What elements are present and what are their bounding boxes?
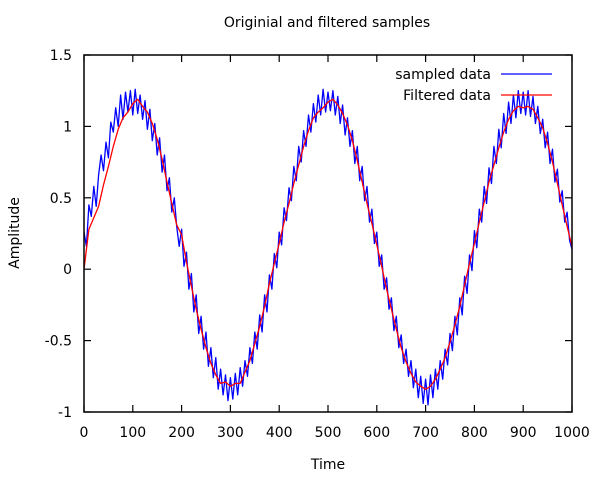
x-tick-label: 200 (168, 425, 195, 441)
y-tick-label: 0 (63, 262, 72, 278)
y-tick-label: 1.5 (50, 48, 72, 64)
legend-label-filtered: Filtered data (403, 88, 491, 104)
x-tick-label: 400 (266, 425, 293, 441)
x-tick-label: 300 (217, 425, 244, 441)
x-tick-label: 500 (315, 425, 342, 441)
series-filtered-data-line (83, 98, 573, 390)
y-axis-label: Amplitude (7, 197, 23, 269)
x-tick-label: 800 (461, 425, 488, 441)
x-tick-label: 600 (363, 425, 390, 441)
series-layer (83, 88, 573, 406)
plot-frame (83, 54, 573, 413)
legend-label-sampled: sampled data (395, 67, 491, 83)
series-sampled-data-line (83, 88, 573, 406)
x-tick-label: 1000 (554, 425, 590, 441)
axis-ticks: 0 100 200 300 400 500 600 700 800 900 1000 -1 -0.5 0 0… (45, 48, 590, 441)
y-tick-label: 1 (63, 119, 72, 135)
x-tick-label: 900 (510, 425, 537, 441)
y-tick-label: -1 (58, 405, 72, 421)
x-axis-label: Time (310, 457, 345, 473)
chart-title: Originial and filtered samples (224, 15, 430, 31)
x-tick-label: 700 (412, 425, 439, 441)
y-tick-label: 0.5 (50, 191, 72, 207)
legend: sampled data Filtered data (395, 67, 552, 104)
x-tick-label: 100 (119, 425, 146, 441)
y-tick-label: -0.5 (45, 334, 72, 350)
x-tick-label: 0 (80, 425, 89, 441)
